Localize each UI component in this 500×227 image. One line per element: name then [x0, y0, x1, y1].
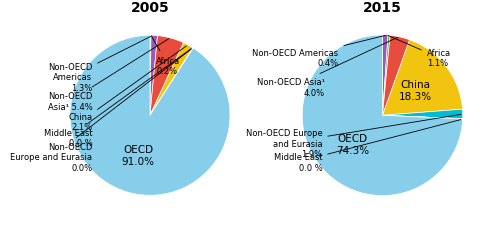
Wedge shape: [150, 37, 184, 116]
Wedge shape: [382, 110, 463, 119]
Text: Non-OECD
Asia¹ 5.4%: Non-OECD Asia¹ 5.4%: [48, 39, 168, 111]
Title: 2005: 2005: [130, 1, 170, 15]
Wedge shape: [150, 36, 151, 116]
Wedge shape: [150, 44, 193, 116]
Wedge shape: [150, 36, 158, 116]
Text: Africa
1.1%: Africa 1.1%: [388, 36, 451, 68]
Wedge shape: [302, 36, 462, 196]
Title: 2015: 2015: [363, 1, 402, 15]
Text: OECD
74.3%: OECD 74.3%: [336, 134, 369, 155]
Text: Non-OECD
Americas
1.3%: Non-OECD Americas 1.3%: [48, 37, 152, 92]
Text: Middle East
0.0 %: Middle East 0.0 %: [274, 120, 461, 172]
Text: Non-OECD Asia¹
4.0%: Non-OECD Asia¹ 4.0%: [256, 38, 398, 97]
Wedge shape: [382, 36, 388, 116]
Wedge shape: [150, 49, 194, 116]
Wedge shape: [70, 36, 230, 195]
Wedge shape: [382, 41, 462, 116]
Text: Africa
0.2%: Africa 0.2%: [152, 38, 180, 76]
Wedge shape: [382, 36, 390, 116]
Text: China
18.3%: China 18.3%: [399, 80, 432, 101]
Wedge shape: [382, 116, 462, 119]
Text: Non-OECD Americas
0.4%: Non-OECD Americas 0.4%: [252, 36, 386, 68]
Text: Middle East
0.0 %: Middle East 0.0 %: [44, 49, 191, 148]
Text: OECD
91.0%: OECD 91.0%: [122, 145, 155, 166]
Wedge shape: [150, 49, 193, 116]
Text: Non-OECD Europe
and Eurasia
1.9%: Non-OECD Europe and Eurasia 1.9%: [246, 115, 461, 159]
Text: Non-OECD
Europe and Eurasia
0.0%: Non-OECD Europe and Eurasia 0.0%: [10, 50, 192, 172]
Text: China
2.1%: China 2.1%: [68, 47, 186, 132]
Wedge shape: [382, 36, 409, 116]
